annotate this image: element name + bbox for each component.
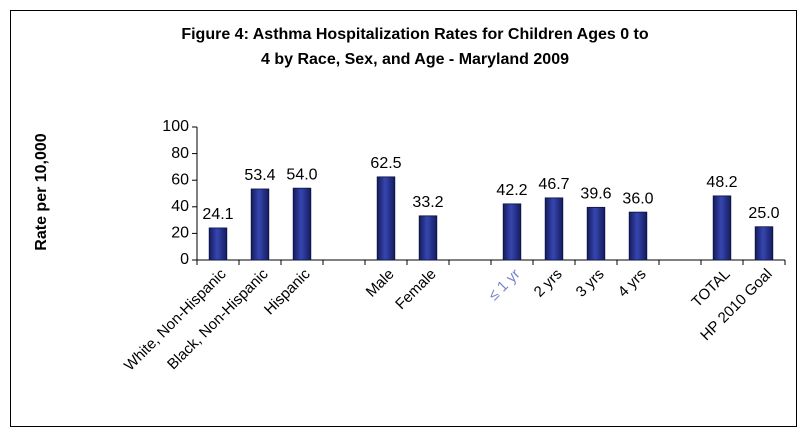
- bar: [208, 227, 228, 261]
- chart-subtitle: 4 by Race, Sex, and Age - Maryland 2009: [261, 51, 569, 68]
- bar: [376, 176, 396, 261]
- y-tick-label: 60: [171, 171, 189, 188]
- bar: [754, 226, 774, 261]
- y-axis-label: Rate per 10,000: [33, 133, 50, 251]
- data-label: 48.2: [706, 174, 737, 191]
- data-label: 24.1: [202, 206, 233, 223]
- data-label: 39.6: [580, 186, 611, 203]
- y-tick-label: 20: [171, 225, 189, 242]
- data-label: 54.0: [286, 166, 317, 183]
- bar: [502, 203, 522, 261]
- data-label: 62.5: [370, 155, 401, 172]
- y-tick-label: 0: [180, 251, 189, 268]
- bar: [712, 195, 732, 261]
- y-tick-label: 80: [171, 145, 189, 162]
- data-label: 42.2: [496, 182, 527, 199]
- data-label: 46.7: [538, 176, 569, 193]
- data-label: 33.2: [412, 194, 443, 211]
- bar: [250, 188, 270, 261]
- data-label: 36.0: [622, 190, 653, 207]
- y-tick-label: 100: [162, 118, 189, 135]
- frame: [10, 10, 797, 427]
- data-label: 25.0: [748, 205, 779, 222]
- bar: [418, 215, 438, 261]
- bar: [586, 206, 606, 261]
- data-label: 53.4: [244, 167, 275, 184]
- bar: [292, 187, 312, 261]
- y-tick-label: 40: [171, 198, 189, 215]
- chart-title: Figure 4: Asthma Hospitalization Rates f…: [181, 26, 649, 43]
- bar: [628, 211, 648, 261]
- bar: [544, 197, 564, 261]
